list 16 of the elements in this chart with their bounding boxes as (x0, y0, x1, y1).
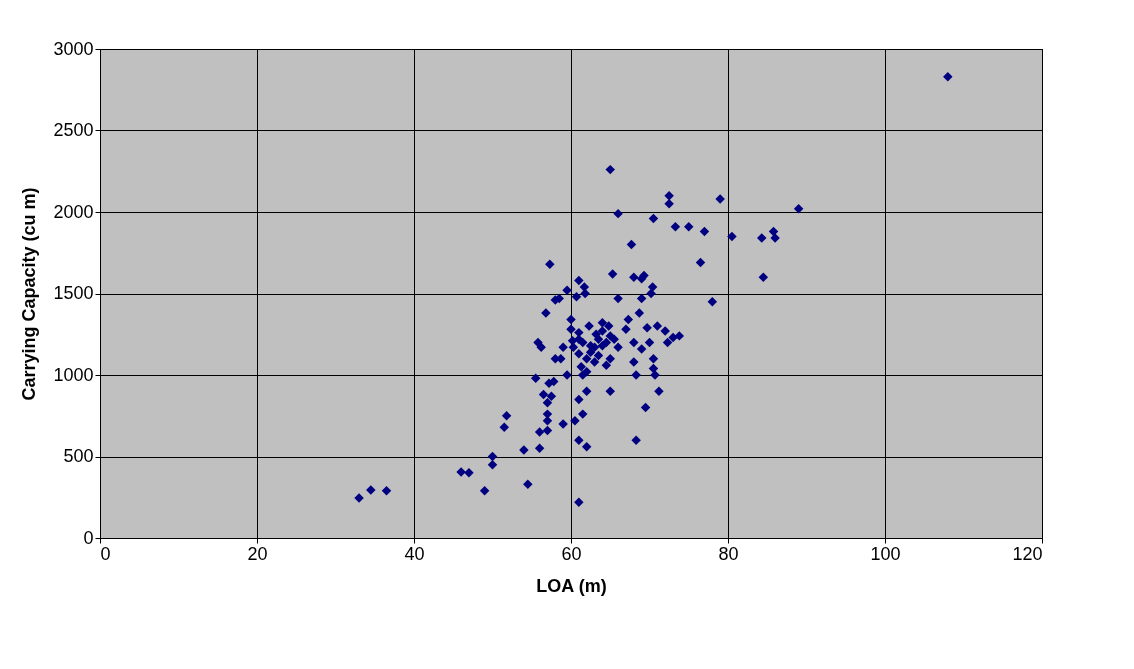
y-tick-label: 2000 (53, 201, 94, 222)
y-tick-label: 1000 (53, 364, 94, 385)
x-tick-label: 20 (247, 543, 268, 564)
x-tick-label: 60 (561, 543, 582, 564)
x-tick-label: 40 (404, 543, 425, 564)
y-tick-label: 2500 (53, 120, 94, 140)
y-tick-label: 0 (83, 527, 94, 548)
y-axis-title: Carrying Capacity (cu m) (19, 187, 40, 401)
y-tick-label: 1500 (53, 283, 94, 303)
x-tick-label: 80 (718, 543, 739, 564)
y-tick-label: 500 (63, 446, 94, 466)
x-tick-label: 0 (100, 543, 111, 564)
x-axis-title: LOA (m) (536, 575, 607, 596)
x-tick-label: 120 (1012, 543, 1043, 564)
x-tick-label: 100 (870, 543, 901, 564)
y-tick-label: 3000 (53, 38, 94, 59)
